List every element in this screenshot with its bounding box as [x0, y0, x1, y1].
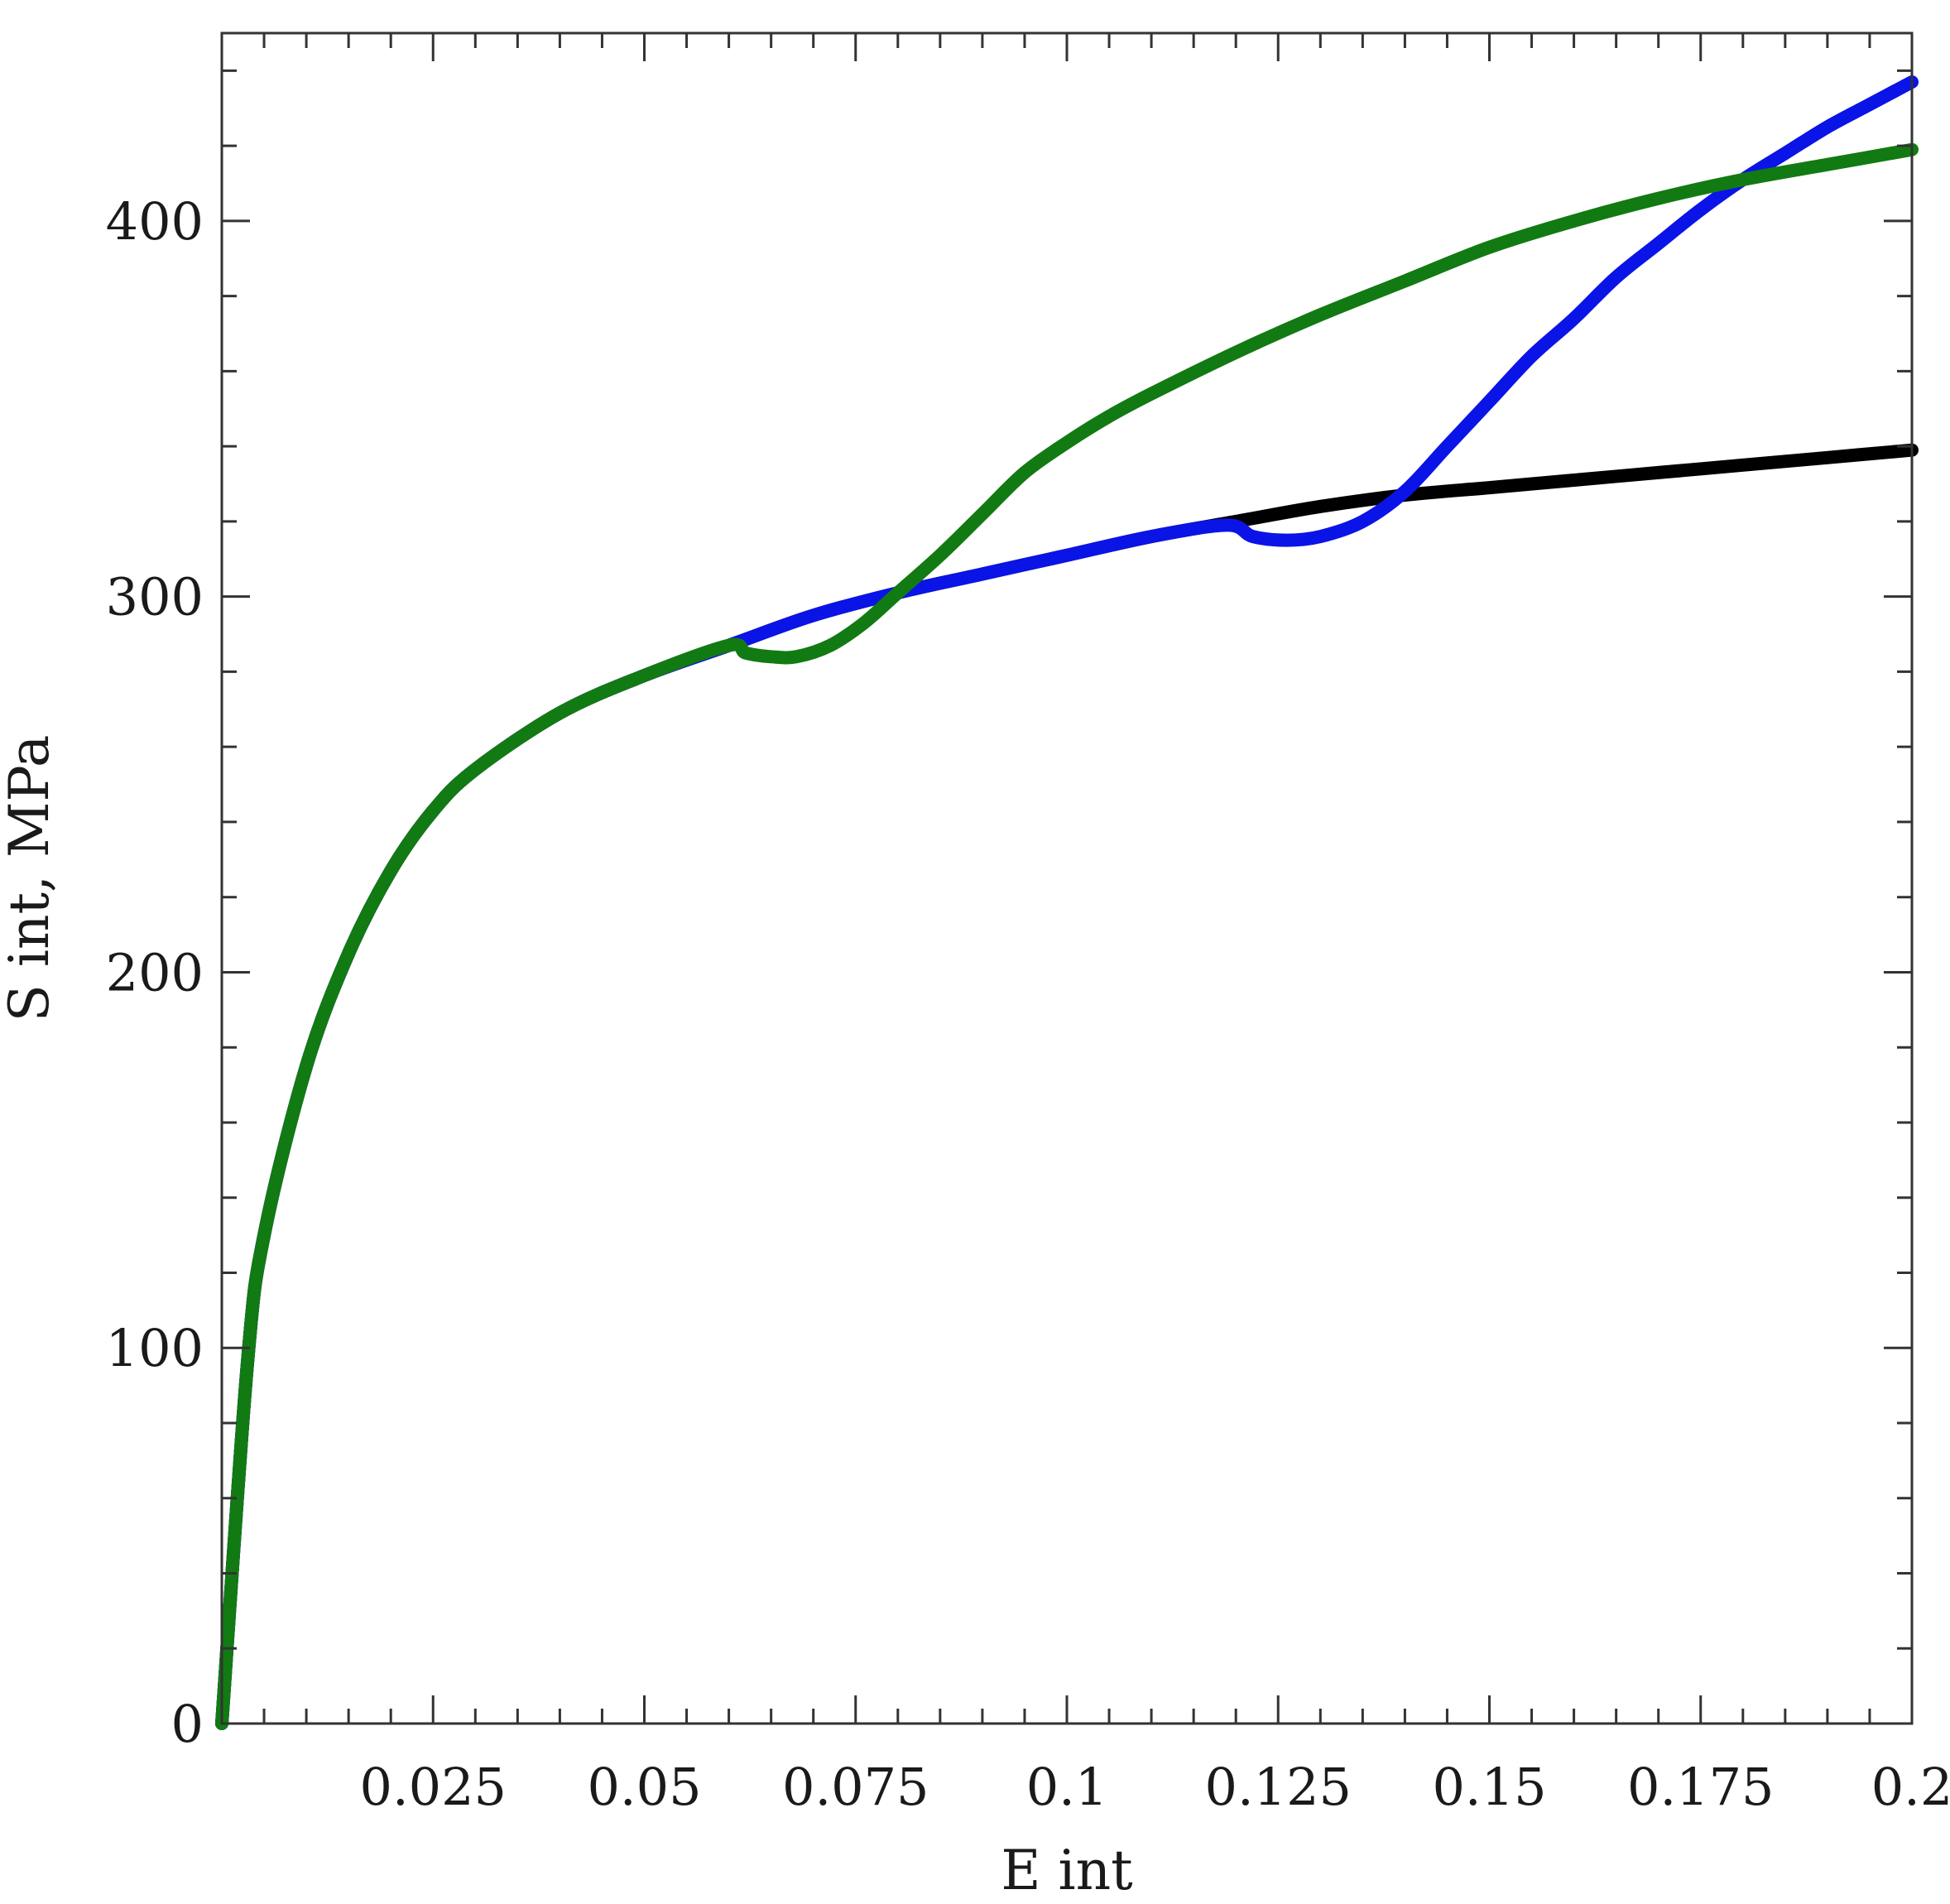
x-tick-label: 0.075 [782, 1757, 929, 1817]
plot-frame [220, 31, 1914, 1725]
y-tick-label: 300 [106, 567, 204, 627]
x-tick-label: 0.05 [587, 1757, 701, 1817]
x-tick-label: 0.125 [1205, 1757, 1352, 1817]
series-line-2 [215, 75, 1919, 1730]
y-tick-label: 200 [106, 942, 204, 1002]
tick-layer [222, 33, 1914, 1724]
x-tick-label: 0.2 [1871, 1757, 1950, 1817]
y-tick-label: 0 [171, 1694, 204, 1754]
tick-label-layer: 0.025 0.05 0.075 0.1 0.125 0.15 0.175 0.2 0 100 20… [106, 191, 1950, 1817]
x-axis-title: E int [1001, 1839, 1132, 1902]
y-axis-title: S int, MPa [0, 735, 61, 1022]
series-line-3 [215, 142, 1919, 1730]
series-layer [215, 75, 1919, 1730]
y-tick-label: 100 [106, 1318, 204, 1378]
x-tick-label: 0.025 [360, 1757, 507, 1817]
series-line-1 [215, 443, 1919, 1730]
y-tick-label: 400 [106, 191, 204, 252]
x-tick-label: 0.15 [1432, 1757, 1546, 1817]
x-tick-label: 0.175 [1627, 1757, 1775, 1817]
x-tick-label: 0.1 [1026, 1757, 1108, 1817]
